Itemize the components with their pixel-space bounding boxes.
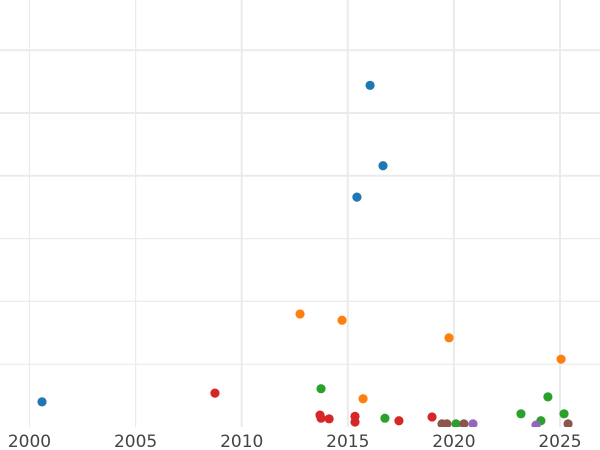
data-point: [444, 333, 454, 343]
points: [37, 80, 573, 427]
data-point: [337, 315, 347, 325]
data-point: [358, 394, 368, 404]
data-point: [543, 392, 553, 402]
data-point: [380, 413, 390, 423]
x-tick-label: 2015: [326, 432, 369, 450]
data-point: [365, 80, 375, 90]
data-point: [516, 409, 526, 419]
data-point: [316, 413, 326, 423]
data-point: [394, 416, 404, 426]
data-point: [468, 419, 478, 427]
data-point: [378, 161, 388, 171]
data-point: [316, 384, 326, 394]
data-point: [295, 309, 305, 319]
data-point: [37, 397, 47, 407]
x-tick-label: 2010: [220, 432, 263, 450]
data-point: [451, 419, 461, 427]
grid: [0, 0, 600, 427]
x-tick-label: 2005: [114, 432, 157, 450]
data-point: [210, 388, 220, 398]
data-point: [556, 354, 566, 364]
x-tick-label: 2025: [538, 432, 581, 450]
data-point: [531, 420, 541, 427]
data-point: [459, 419, 469, 427]
x-tick-label: 2020: [432, 432, 475, 450]
x-tick-label: 2000: [8, 432, 51, 450]
data-point: [350, 417, 360, 427]
data-point: [427, 412, 437, 422]
x-axis-ticks: 2000 2005 2010 2015 2020 2025: [8, 432, 582, 450]
data-point: [563, 419, 573, 427]
data-point: [559, 409, 569, 419]
data-point: [442, 419, 452, 427]
data-point: [324, 414, 334, 424]
data-point: [352, 192, 362, 202]
